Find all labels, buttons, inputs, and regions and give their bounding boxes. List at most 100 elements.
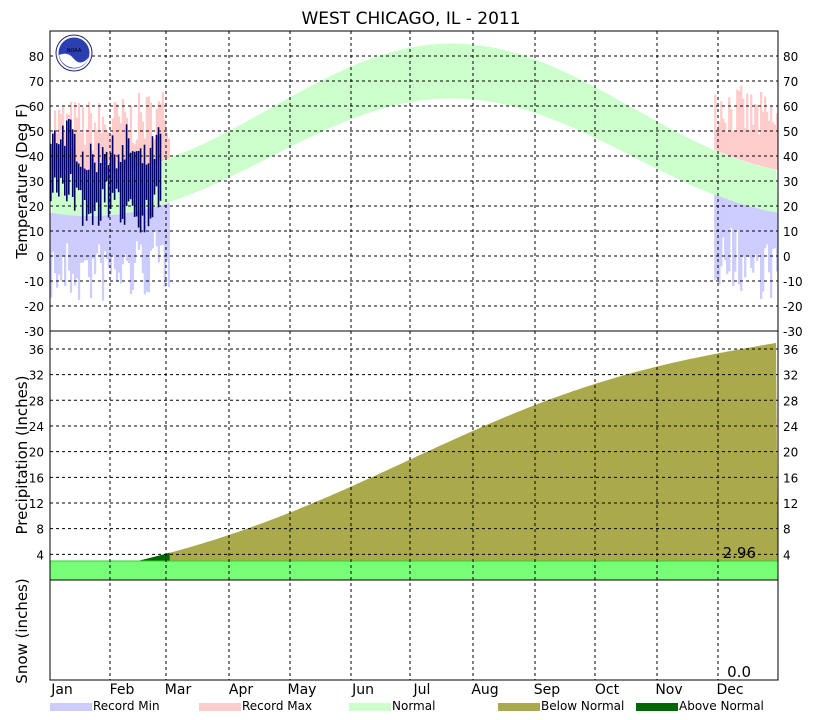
temp-tick-right: 50 [783,125,798,139]
snow-axis-label: Snow (inches) [13,578,31,683]
record-max-bar [107,132,111,173]
temp-tick-right: 30 [783,175,798,189]
observed-temp-bar [149,147,152,219]
record-min-bar [135,211,139,242]
record-min-bar [161,204,164,245]
observed-temp-bar [151,136,154,218]
record-max-bar [736,89,739,159]
record-min-bar [121,213,125,265]
observed-temp-bar [66,120,68,202]
month-label: May [288,682,317,698]
record-max-bar [115,104,119,172]
record-min-bar [111,214,115,255]
record-max-bar [720,101,723,153]
observed-temp-bar [129,152,132,200]
record-min-bar [79,215,83,263]
precip-tick-right: 28 [783,394,798,408]
observed-temp-bar [155,134,158,187]
record-max-bar [772,122,775,169]
record-min-bar [60,214,63,281]
temp-tick-left: -20 [24,300,44,314]
observed-temp-bar [117,154,120,193]
precip-tick-left: 16 [29,471,44,485]
record-max-bar [738,90,741,160]
temp-tick-left: 20 [29,200,44,214]
observed-temp-bar [153,159,156,195]
record-min-bar [159,205,162,246]
observed-temp-bar [99,163,102,221]
precip-tick-right: 16 [783,471,798,485]
record-min-bar [149,207,152,251]
observed-temp-bar [50,143,52,202]
record-min-bar [774,212,777,248]
temp-tick-left: 60 [29,100,44,114]
observed-precip-area [50,561,778,580]
record-max-bar [75,117,79,174]
snow-total-label: 0.0 [727,663,751,681]
record-min-bar [155,206,158,247]
record-max-bar [103,124,107,173]
record-min-bar [117,214,121,273]
record-min-bar [744,205,747,278]
precip-tick-right: 24 [783,420,798,434]
observed-temp-bar [147,163,150,227]
observed-temp-bar [131,151,134,206]
month-label: Jul [413,682,431,698]
record-min-bar [129,212,133,295]
precip-tick-right: 8 [783,523,791,537]
observed-temp-bar [95,172,98,203]
temperature-panel [50,43,779,301]
record-min-bar [81,215,85,263]
record-min-bar [54,213,57,274]
record-min-bar [68,215,71,271]
record-min-bar [714,194,717,280]
precip-tick-right: 32 [783,369,798,383]
record-max-bar [85,129,89,174]
precip-tick-left: 24 [29,420,44,434]
record-min-bar [147,208,150,293]
record-min-bar [750,206,753,269]
temp-tick-left: -30 [24,325,44,339]
record-max-bar [740,85,743,161]
observed-temp-bar [91,154,94,225]
observed-temp-bar [64,145,66,196]
record-min-bar [754,207,757,255]
record-max-bar [81,107,85,174]
record-min-bar [119,213,123,284]
record-min-bar [151,207,154,249]
observed-temp-bar [71,129,74,197]
precip-total-label: 2.96 [723,544,756,562]
record-min-bar [125,212,129,261]
legend-label: Normal [392,699,435,713]
record-min-bar [742,204,745,257]
record-max-bar [762,111,765,167]
record-min-bar [137,210,141,250]
record-min-bar [56,213,59,288]
record-max-bar [117,116,121,172]
legend-swatch [50,703,92,711]
observed-temp-bar [123,159,126,225]
observed-temp-bar [81,151,84,226]
temp-tick-right: 80 [783,50,798,64]
observed-temp-bar [87,169,90,215]
record-max-bar [93,122,97,174]
record-max-bar [746,93,749,162]
record-max-bar [149,102,152,165]
record-max-bar [79,132,83,174]
temp-tick-left: 80 [29,50,44,64]
observed-temp-bar [52,133,54,193]
precip-tick-left: 20 [29,446,44,460]
precip-tick-left: 4 [36,548,44,562]
record-max-bar [119,123,123,172]
record-max-bar [141,121,144,167]
record-min-bar [107,215,111,268]
precip-tick-right: 12 [783,497,798,511]
month-label: Feb [110,682,135,698]
record-max-bar [726,132,729,155]
record-min-bar [157,205,160,263]
record-min-bar [732,201,735,286]
precip-tick-left: 32 [29,369,44,383]
record-min-bar [143,209,146,295]
observed-temp-bar [125,124,128,206]
